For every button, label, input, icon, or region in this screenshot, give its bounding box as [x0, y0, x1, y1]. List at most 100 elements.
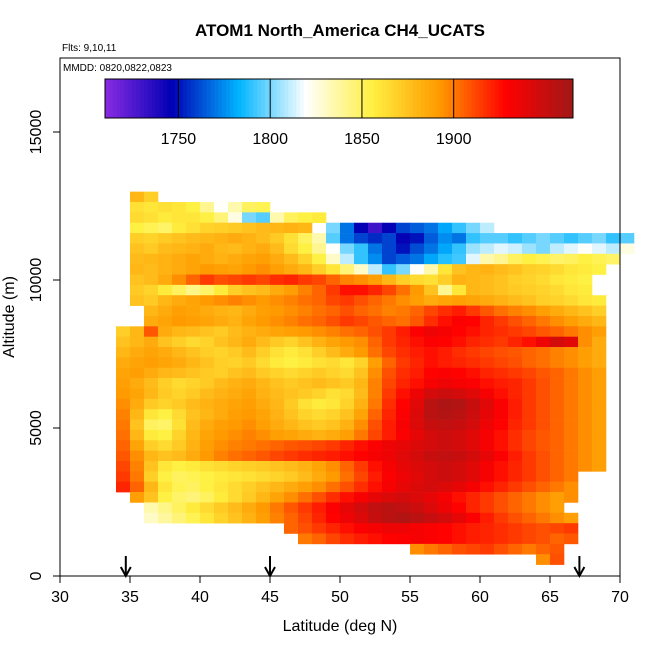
heatmap-cell — [158, 253, 173, 265]
colorbar-swatch — [456, 79, 461, 118]
heatmap-cell — [564, 409, 579, 420]
heatmap-cell — [242, 409, 257, 420]
heatmap-cell — [396, 347, 411, 358]
heatmap-cell — [270, 429, 285, 441]
heatmap-cell — [550, 315, 565, 327]
heatmap-cell — [186, 347, 201, 358]
heatmap-cell — [424, 305, 439, 317]
heatmap-cell — [242, 243, 257, 255]
heatmap-cell — [340, 378, 355, 389]
colorbar-swatch — [159, 79, 164, 118]
heatmap-cell — [424, 533, 439, 545]
heatmap-cell — [228, 274, 243, 286]
heatmap-cell — [242, 284, 257, 296]
heatmap-cell — [578, 326, 593, 337]
heatmap-cell — [144, 347, 159, 358]
heatmap-cell — [452, 253, 467, 265]
heatmap-cell — [172, 243, 187, 255]
heatmap-cell — [312, 347, 327, 358]
heatmap-cell — [466, 336, 481, 348]
heatmap-cell — [410, 471, 425, 483]
heatmap-cell — [508, 512, 523, 524]
heatmap-cell — [172, 388, 187, 400]
heatmap-cell — [200, 284, 215, 296]
heatmap-cell — [200, 398, 215, 410]
heatmap-cell — [144, 388, 159, 400]
heatmap-cell — [312, 429, 327, 441]
heatmap-cell — [592, 253, 607, 265]
heatmap-cell — [354, 295, 369, 306]
heatmap-cell — [508, 523, 523, 534]
colorbar-swatch — [147, 79, 153, 118]
heatmap-cell — [354, 471, 369, 483]
heatmap-cell — [368, 295, 383, 306]
heatmap-cell — [116, 419, 131, 431]
heatmap-cell — [480, 357, 495, 369]
heatmap-cell — [578, 347, 593, 358]
colorbar-swatch — [272, 79, 277, 118]
heatmap-cell — [438, 523, 453, 534]
heatmap-cell — [522, 264, 537, 275]
y-tick-label: 10000 — [28, 258, 45, 303]
colorbar-swatch — [522, 79, 527, 118]
heatmap-cell — [536, 461, 551, 472]
heatmap-cell — [452, 305, 467, 317]
heatmap-cell — [368, 533, 383, 545]
colorbar-swatch — [487, 79, 492, 118]
heatmap-cell — [326, 533, 341, 545]
heatmap-cell — [382, 357, 397, 369]
heatmap-cell — [312, 367, 327, 379]
heatmap-cell — [256, 440, 271, 451]
heatmap-cell — [466, 367, 481, 379]
heatmap-cell — [494, 512, 509, 524]
heatmap-cell — [130, 450, 145, 462]
heatmap-cell — [312, 243, 327, 255]
heatmap-cell — [592, 367, 607, 379]
heatmap-cell — [410, 533, 425, 545]
heatmap-cell — [368, 429, 383, 441]
heatmap-cell — [410, 512, 425, 524]
colorbar-tick-label: 1850 — [344, 131, 380, 148]
heatmap-cell — [270, 347, 285, 358]
heatmap-cell — [284, 502, 299, 514]
heatmap-cell — [494, 264, 509, 275]
heatmap-cell — [326, 461, 341, 472]
heatmap-cell — [564, 243, 579, 255]
heatmap-cell — [340, 233, 355, 244]
heatmap-cell — [536, 243, 551, 255]
heatmap-cell — [242, 378, 257, 389]
heatmap-cell — [284, 461, 299, 472]
heatmap-cell — [242, 253, 257, 265]
heatmap-cell — [466, 295, 481, 306]
heatmap-cell — [382, 492, 397, 503]
heatmap-cell — [200, 450, 215, 462]
heatmap-cell — [452, 367, 467, 379]
heatmap-cell — [578, 233, 593, 244]
heatmap-cell — [284, 357, 299, 369]
colorbar-swatch — [354, 79, 359, 118]
heatmap-cell — [158, 305, 173, 317]
heatmap-cell — [312, 409, 327, 420]
heatmap-cell — [158, 429, 173, 441]
heatmap-cell — [382, 450, 397, 462]
heatmap-cell — [438, 450, 453, 462]
heatmap-cell — [144, 295, 159, 306]
heatmap-cell — [326, 305, 341, 317]
heatmap-cell — [592, 440, 607, 451]
heatmap-cell — [466, 502, 481, 514]
heatmap-cell — [284, 284, 299, 296]
heatmap-cell — [508, 471, 523, 483]
heatmap-cell — [522, 543, 537, 555]
heatmap-cell — [396, 481, 411, 493]
heatmap-cell — [382, 388, 397, 400]
heatmap-cell — [368, 357, 383, 369]
heatmap-cell — [410, 243, 425, 255]
heatmap-cell — [158, 450, 173, 462]
heatmap-cell — [536, 419, 551, 431]
heatmap-cell — [186, 481, 201, 493]
heatmap-cell — [214, 378, 229, 389]
heatmap-cell — [200, 429, 215, 441]
colorbar-swatch — [370, 79, 375, 118]
heatmap-cell — [438, 419, 453, 431]
colorbar-swatch — [183, 79, 188, 118]
